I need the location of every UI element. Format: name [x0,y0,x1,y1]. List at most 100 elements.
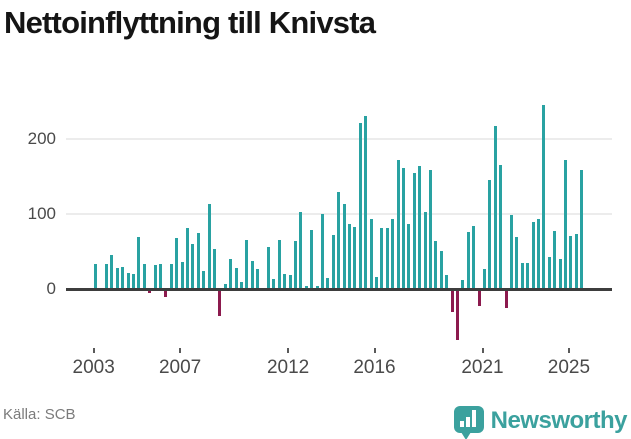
bar [250,261,254,289]
x-axis-line [66,287,612,291]
bar [564,160,567,289]
bar [488,179,492,289]
bar [299,211,303,289]
bar [110,254,114,289]
bar [391,218,395,289]
source-attribution: Källa: SCB [3,406,76,423]
bar [272,279,276,289]
bar [331,235,335,289]
x-axis-tick [567,348,570,353]
bar [142,263,146,289]
bar [348,223,351,289]
bar [580,169,584,289]
x-axis-label: 2012 [266,357,310,378]
bar [402,168,405,289]
bar [105,263,108,289]
bar [520,262,524,289]
bar [380,227,384,289]
bar [547,256,551,289]
x-axis-tick [179,348,182,353]
bar [364,115,368,289]
bar [369,218,373,289]
bar [407,223,411,289]
bar [342,203,346,289]
newsworthy-logo[interactable]: Newsworthy [453,403,628,439]
exclamation-dot-icon [471,410,476,414]
bar [310,229,314,289]
bar [375,277,378,289]
bar [504,289,508,308]
bar [240,281,243,289]
bar [510,214,513,289]
bar [169,264,173,289]
bar [537,219,540,289]
x-axis-label: 2021 [461,357,504,378]
bar [574,233,578,289]
newsworthy-bubble-icon [453,406,484,439]
bar [439,250,443,289]
bar [256,268,260,289]
x-axis-label: 2016 [353,357,396,378]
bar [180,262,184,289]
bar [321,214,324,289]
x-axis-label: 2007 [158,357,202,378]
bar [472,226,476,289]
bar [164,289,168,297]
bar [196,232,200,289]
bar [186,227,189,289]
bar [267,247,270,289]
bar [450,289,454,313]
bar [121,266,125,289]
chart-title: Nettoinflyttning till Knivsta [4,5,376,40]
bar [337,191,341,289]
bar [412,172,416,289]
bar [358,123,362,289]
bar [288,274,292,289]
bar [191,244,195,289]
x-axis-tick [481,348,484,353]
bar [223,283,227,289]
bar [202,271,206,289]
bar [569,235,573,289]
bar [461,280,465,289]
bar [531,221,535,289]
bar [353,226,357,289]
bar [132,274,135,289]
bar [229,259,233,289]
bar [483,268,486,289]
bar [207,204,211,289]
y-axis-label: 100 [27,204,56,223]
bar [445,274,449,289]
bar [418,166,422,289]
speech-bubble-tail [460,432,471,439]
bar [553,230,557,289]
mini-bar-chart-icon [459,421,464,427]
bar [423,211,427,289]
bar [137,237,141,289]
bar [526,262,530,289]
bar [294,241,297,289]
bar [493,125,497,289]
bar [159,263,162,289]
bar [277,240,281,289]
bar [126,272,130,289]
bar [218,289,222,316]
bar [245,240,249,289]
y-axis-label: 200 [27,129,56,148]
bar [429,169,432,289]
bar [283,274,287,289]
bar [385,228,389,289]
bar [148,289,152,293]
bar [434,241,438,289]
x-axis-tick [92,348,95,353]
bar [115,268,119,289]
bar [466,232,470,289]
bar [213,249,216,289]
bar [558,259,562,289]
bar [175,238,179,289]
bar [456,289,459,340]
bar [234,268,238,289]
bar [396,160,400,289]
bar [515,237,519,289]
